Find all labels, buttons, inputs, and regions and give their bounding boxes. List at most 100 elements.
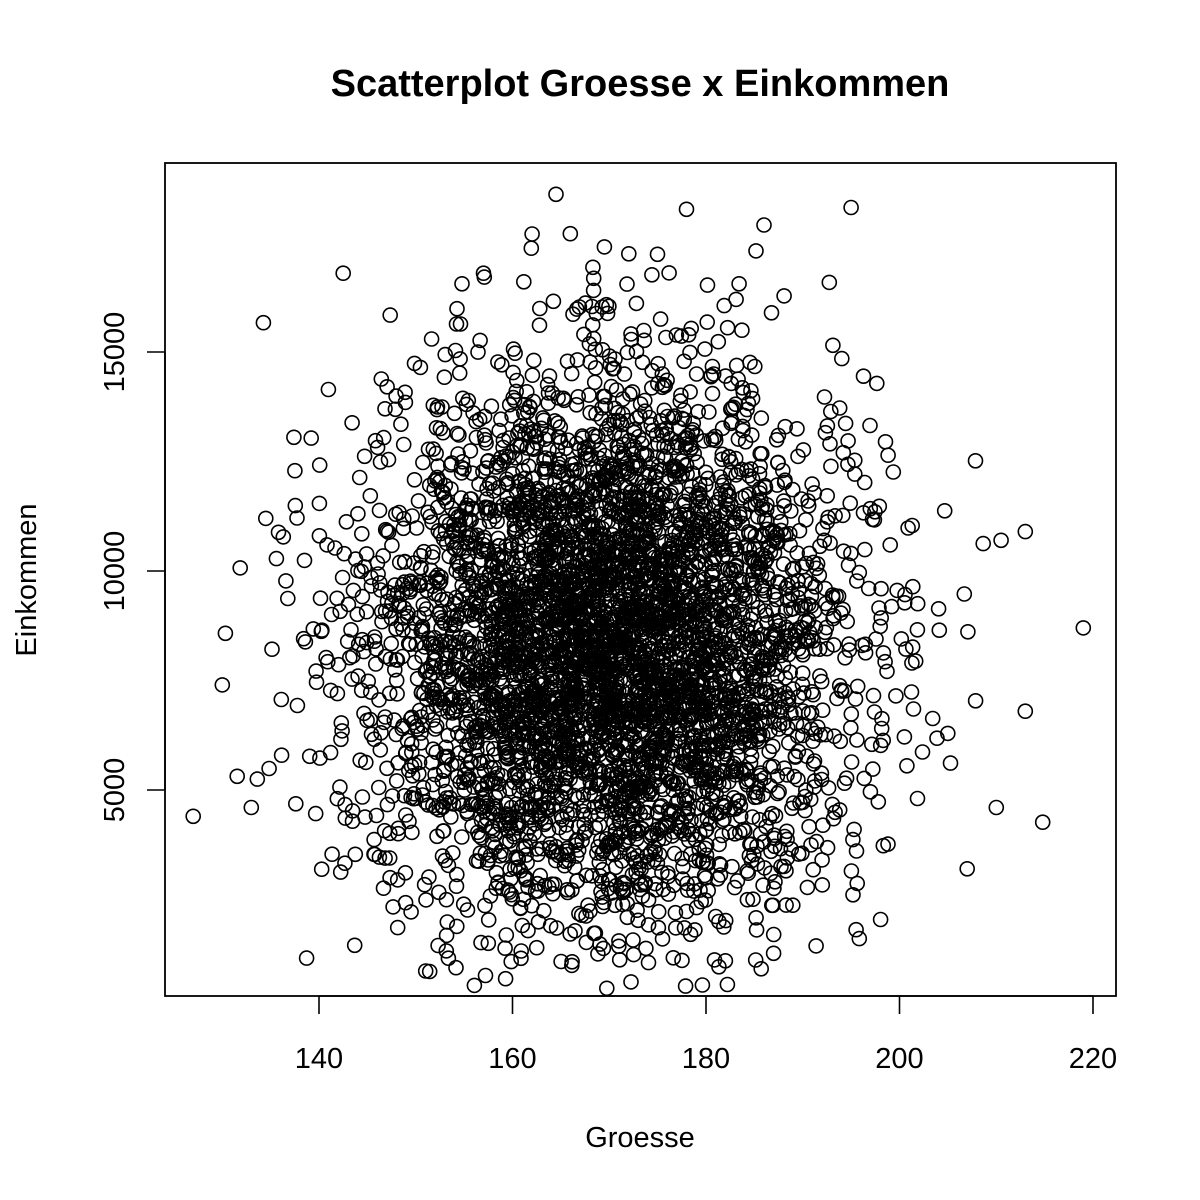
- data-point: [505, 341, 522, 357]
- data-point: [512, 550, 529, 567]
- data-point: [372, 742, 389, 758]
- data-point: [548, 186, 564, 203]
- data-point: [667, 920, 684, 936]
- data-point: [380, 524, 397, 541]
- data-point: [360, 673, 377, 690]
- data-point: [763, 304, 780, 321]
- data-point: [438, 739, 454, 756]
- data-point: [535, 531, 551, 548]
- data-point: [373, 371, 390, 387]
- data-point: [526, 579, 543, 596]
- data-point: [667, 904, 684, 921]
- data-point: [528, 939, 545, 956]
- data-point: [639, 507, 656, 524]
- data-point: [795, 718, 812, 734]
- data-point: [524, 439, 541, 456]
- data-point: [867, 503, 883, 520]
- data-point: [756, 582, 773, 599]
- data-point: [766, 838, 783, 855]
- data-point: [406, 785, 422, 802]
- data-point: [930, 600, 947, 617]
- data-point: [518, 383, 535, 400]
- data-point: [510, 851, 527, 867]
- data-point: [422, 508, 438, 525]
- data-point: [286, 429, 302, 446]
- data-point: [494, 628, 510, 645]
- data-point: [473, 608, 490, 624]
- data-point: [513, 943, 530, 959]
- data-point: [632, 672, 649, 689]
- data-point: [800, 596, 817, 613]
- data-point: [695, 629, 712, 645]
- data-point: [479, 607, 496, 624]
- data-point: [558, 633, 575, 649]
- data-point: [807, 725, 823, 742]
- data-point: [752, 445, 769, 462]
- data-point: [868, 375, 885, 392]
- data-point: [405, 790, 422, 807]
- data-point: [797, 511, 814, 528]
- data-point: [249, 771, 266, 787]
- data-point: [628, 295, 645, 312]
- data-point: [769, 477, 786, 493]
- data-point: [975, 535, 992, 552]
- data-point: [691, 523, 708, 539]
- data-point: [467, 723, 484, 739]
- data-point: [762, 865, 779, 882]
- data-point: [786, 768, 803, 785]
- data-point: [629, 669, 646, 685]
- data-point: [612, 880, 629, 897]
- data-point: [730, 684, 747, 701]
- data-point: [444, 625, 461, 642]
- data-point: [413, 685, 430, 701]
- data-point: [429, 828, 445, 845]
- data-point: [728, 291, 744, 308]
- data-point: [438, 943, 455, 959]
- data-point: [581, 652, 597, 669]
- data-point: [643, 416, 660, 433]
- data-point: [500, 648, 517, 664]
- data-point: [425, 741, 441, 758]
- data-point: [482, 663, 498, 680]
- data-point: [775, 715, 792, 732]
- data-point: [546, 413, 563, 429]
- data-point: [687, 852, 704, 869]
- data-point: [767, 873, 783, 890]
- data-point: [335, 265, 352, 282]
- data-point: [499, 749, 515, 766]
- data-point: [904, 655, 920, 671]
- data-point: [744, 809, 761, 825]
- data-point: [737, 722, 753, 738]
- data-point: [665, 635, 682, 651]
- data-point: [442, 673, 458, 689]
- data-point: [599, 471, 616, 488]
- data-point: [449, 425, 466, 442]
- data-point: [628, 781, 645, 798]
- data-point: [462, 754, 479, 771]
- data-point: [697, 341, 713, 357]
- points-layer: [185, 186, 1092, 997]
- data-point: [904, 578, 921, 595]
- data-point: [436, 615, 453, 631]
- data-point: [691, 685, 707, 702]
- data-point: [674, 410, 690, 427]
- data-point: [805, 554, 822, 571]
- data-point: [562, 643, 578, 660]
- data-point: [396, 554, 413, 570]
- data-point: [428, 419, 445, 436]
- data-point: [497, 940, 513, 957]
- data-point: [468, 429, 485, 446]
- data-point: [444, 845, 461, 861]
- data-point: [777, 603, 794, 619]
- data-point: [795, 703, 811, 719]
- data-point: [609, 801, 626, 818]
- data-point: [671, 717, 688, 734]
- data-point: [837, 649, 853, 666]
- data-point: [648, 713, 665, 729]
- data-point: [734, 418, 751, 435]
- data-point: [513, 799, 530, 815]
- data-point: [696, 658, 713, 675]
- data-point: [772, 513, 789, 530]
- data-point: [655, 448, 672, 465]
- data-point: [715, 660, 732, 677]
